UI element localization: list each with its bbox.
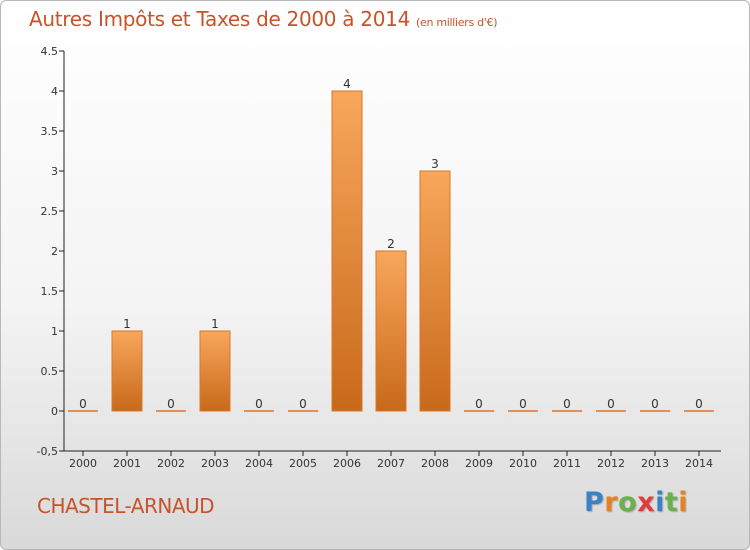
bar-2003 xyxy=(199,330,231,412)
proxiti-logo: Proxiti xyxy=(584,487,688,518)
y-tick-label: 3 xyxy=(51,165,58,178)
y-tick-label: 1.5 xyxy=(41,285,59,298)
x-tick-label-2014: 2014 xyxy=(685,457,713,470)
value-label-2012: 0 xyxy=(607,397,615,411)
value-label-2007: 2 xyxy=(387,237,395,251)
value-label-2008: 3 xyxy=(431,157,439,171)
x-tick-label-2006: 2006 xyxy=(333,457,361,470)
y-tick-label: 4.5 xyxy=(41,45,59,58)
value-label-2009: 0 xyxy=(475,397,483,411)
bar-2008 xyxy=(419,170,451,412)
y-tick-label: -0,5 xyxy=(37,445,58,458)
y-tick-label: 0 xyxy=(51,405,58,418)
y-tick-label: 2.5 xyxy=(41,205,59,218)
logo-letter: r xyxy=(604,487,619,518)
y-tick-label: 4 xyxy=(51,85,58,98)
value-label-2000: 0 xyxy=(79,397,87,411)
value-label-2006: 4 xyxy=(343,77,351,91)
chart-title: Autres Impôts et Taxes de 2000 à 2014 (en… xyxy=(29,7,497,31)
x-tick-label-2000: 2000 xyxy=(69,457,97,470)
value-label-2002: 0 xyxy=(167,397,175,411)
bar-2001 xyxy=(111,330,143,412)
logo-letter: i xyxy=(655,487,665,518)
value-label-2010: 0 xyxy=(519,397,527,411)
value-label-2013: 0 xyxy=(651,397,659,411)
logo-letter: o xyxy=(618,487,638,518)
x-tick-label-2002: 2002 xyxy=(157,457,185,470)
x-tick-label-2009: 2009 xyxy=(465,457,493,470)
x-tick-label-2008: 2008 xyxy=(421,457,449,470)
x-tick-label-2003: 2003 xyxy=(201,457,229,470)
bar-2006 xyxy=(331,90,363,412)
logo-letter: t xyxy=(664,487,679,518)
x-tick-label-2011: 2011 xyxy=(553,457,581,470)
x-tick-label-2013: 2013 xyxy=(641,457,669,470)
y-tick-label: 3.5 xyxy=(41,125,59,138)
chart-title-text: Autres Impôts et Taxes de 2000 à 2014 xyxy=(29,7,410,31)
y-tick-label: 1 xyxy=(51,325,58,338)
x-tick-label-2012: 2012 xyxy=(597,457,625,470)
x-tick-label-2001: 2001 xyxy=(113,457,141,470)
value-label-2005: 0 xyxy=(299,397,307,411)
x-tick-label-2004: 2004 xyxy=(245,457,273,470)
x-tick-label-2007: 2007 xyxy=(377,457,405,470)
logo-letter: P xyxy=(584,487,605,518)
value-label-2003: 1 xyxy=(211,317,219,331)
value-label-2004: 0 xyxy=(255,397,263,411)
value-label-2001: 1 xyxy=(123,317,131,331)
logo-letter: i xyxy=(678,487,689,518)
value-label-2011: 0 xyxy=(563,397,571,411)
chart-unit: (en milliers d'€) xyxy=(416,16,498,29)
value-label-2014: 0 xyxy=(695,397,703,411)
bar-2007 xyxy=(375,250,407,412)
logo-letter: x xyxy=(637,487,656,518)
y-tick-label: 2 xyxy=(51,245,58,258)
x-tick-label-2010: 2010 xyxy=(509,457,537,470)
x-tick-label-2005: 2005 xyxy=(289,457,317,470)
commune-name: CHASTEL-ARNAUD xyxy=(37,494,215,518)
y-tick-label: 0.5 xyxy=(41,365,59,378)
